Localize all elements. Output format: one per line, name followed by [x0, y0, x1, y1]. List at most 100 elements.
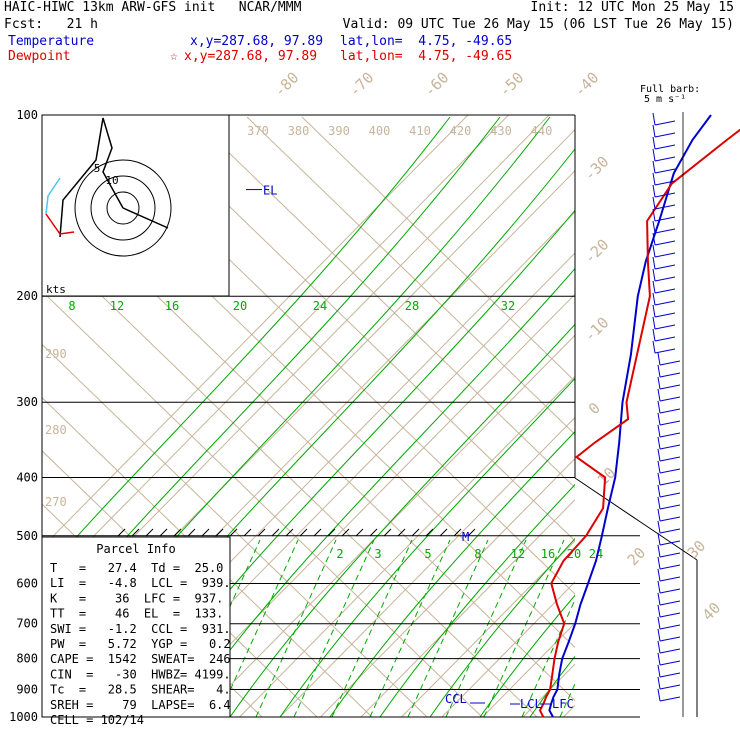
wind-barb	[659, 636, 681, 642]
parcel-info-row: T = 27.4 Td = 25.0	[50, 561, 223, 575]
dewpoint-legend: Dewpoint	[8, 49, 71, 64]
level-hatch	[117, 528, 126, 537]
moist-adiabat-line	[279, 377, 575, 717]
wind-barb-flag	[652, 316, 656, 330]
wind-barb	[654, 336, 676, 342]
parcel-info-title: Parcel Info	[96, 542, 175, 556]
mixing-ratio-line	[521, 598, 575, 717]
wind-barb-flag	[657, 484, 661, 498]
theta-label: 290	[45, 347, 67, 361]
moist-adiabat-line	[329, 430, 575, 717]
theta-label: 270	[45, 495, 67, 509]
wind-barb-flag	[657, 580, 661, 594]
isotherm-line	[685, 115, 740, 717]
wind-barb-flag	[657, 388, 661, 402]
isotherm-label: -80	[271, 69, 303, 101]
hodograph-ring-label: 5	[94, 162, 101, 175]
wind-barb	[654, 276, 676, 282]
isotherm-label: 30	[684, 537, 710, 563]
level-hatch	[327, 528, 336, 537]
forecast-hour: Fcst: 21 h	[4, 17, 98, 32]
moist-adiabat-line	[529, 655, 575, 717]
mixing-ratio-label: 24	[313, 299, 327, 313]
wind-barb	[659, 480, 681, 486]
mixing-ratio-label: 5	[424, 547, 431, 561]
parcel-info-row: CELL = 102/14	[50, 713, 144, 727]
isotherm-line	[360, 499, 575, 717]
dry-adiabat-line	[42, 237, 538, 717]
dry-adiabat-line	[301, 116, 575, 382]
pressure-tick-label: 400	[16, 470, 38, 484]
parcel-info-row: CIN = -30 HWBZ= 4199.	[50, 667, 231, 681]
dewpoint-xy: x,y=287.68, 97.89	[184, 49, 318, 64]
mixing-ratio-line	[445, 539, 527, 717]
wind-barb	[659, 600, 681, 606]
wind-barb-flag	[652, 268, 656, 282]
mixing-ratio-line	[559, 682, 575, 717]
moist-adiabat-line	[379, 483, 575, 717]
wind-barb-flag	[657, 376, 661, 390]
star-icon: ☆	[170, 49, 178, 64]
wind-barb-flag	[652, 220, 656, 234]
level-hatch	[187, 528, 196, 537]
isotherm-label: 40	[699, 599, 725, 625]
mixing-ratio-label: 28	[405, 299, 419, 313]
hodograph-ring-label: 10	[105, 174, 118, 187]
run-title: HAIC-HIWC 13km ARW-GFS init NCAR/MMM	[4, 0, 302, 15]
theta-label: 400	[369, 124, 391, 138]
isotherm-label: -20	[581, 236, 613, 268]
wind-barb	[654, 264, 676, 270]
isotherm-line	[401, 540, 575, 717]
wind-barb-flag	[652, 112, 656, 126]
isotherm-label: 20	[624, 544, 650, 570]
level-hatch	[397, 528, 406, 537]
mixing-ratio-label: 8	[68, 299, 75, 313]
wind-barb-flag	[657, 412, 661, 426]
dry-adiabat-line	[42, 290, 483, 717]
wind-barb	[659, 564, 681, 570]
level-markers: EL CCL LCL LFC M	[246, 184, 574, 711]
wind-barb-flag	[657, 520, 661, 534]
pressure-tick-label: 300	[16, 395, 38, 409]
wind-barb	[654, 300, 676, 306]
isotherm-line	[42, 115, 509, 590]
wind-barb	[654, 120, 676, 126]
parcel-info-row: PW = 5.72 YGP = 0.2	[50, 637, 231, 651]
wind-barb	[654, 204, 676, 210]
parcel-info-row: CAPE = 1542 SWEAT= 246	[50, 652, 231, 666]
hodograph-trace-sfc	[45, 213, 75, 235]
mixing-ratio-label: 3	[374, 547, 381, 561]
wind-barb-flag	[657, 640, 661, 654]
mixing-ratio-line	[407, 539, 489, 717]
wind-barb-flag	[657, 436, 661, 450]
level-hatch	[257, 528, 266, 537]
wind-barb	[659, 492, 681, 498]
wind-barb	[659, 432, 681, 438]
mixing-ratio-label: 24	[589, 547, 603, 561]
dry-adiabat-line	[42, 343, 428, 717]
parcel-info-row: SWI = -1.2 CCL = 931.	[50, 622, 231, 636]
wind-barb	[659, 372, 681, 378]
wind-barb	[654, 240, 676, 246]
dewpoint-latlon: lat,lon= 4.75, -49.65	[340, 49, 513, 64]
wind-barb-flag	[657, 652, 661, 666]
parcel-info-panel	[41, 536, 231, 718]
mixing-ratio-label: 16	[541, 547, 555, 561]
theta-label: 410	[409, 124, 431, 138]
parcel-info-box: Parcel Info T = 27.4 Td = 25.0LI = -4.8 L…	[41, 536, 231, 727]
dry-adiabat-line	[136, 116, 575, 542]
mixing-ratio-label: 2	[336, 547, 343, 561]
wind-barb-flag	[657, 604, 661, 618]
moist-adiabat-line	[479, 594, 575, 717]
moist-adiabat-line	[229, 323, 575, 717]
wind-barb-flag	[657, 448, 661, 462]
level-hatch	[467, 528, 476, 537]
lcl-label: LCL	[520, 697, 542, 711]
wind-barb	[659, 672, 681, 678]
theta-label: 390	[328, 124, 350, 138]
level-hatch	[271, 528, 280, 537]
pressure-tick-label: 900	[16, 682, 38, 696]
isotherm-line	[320, 457, 575, 717]
ccl-label: CCL	[445, 692, 467, 706]
